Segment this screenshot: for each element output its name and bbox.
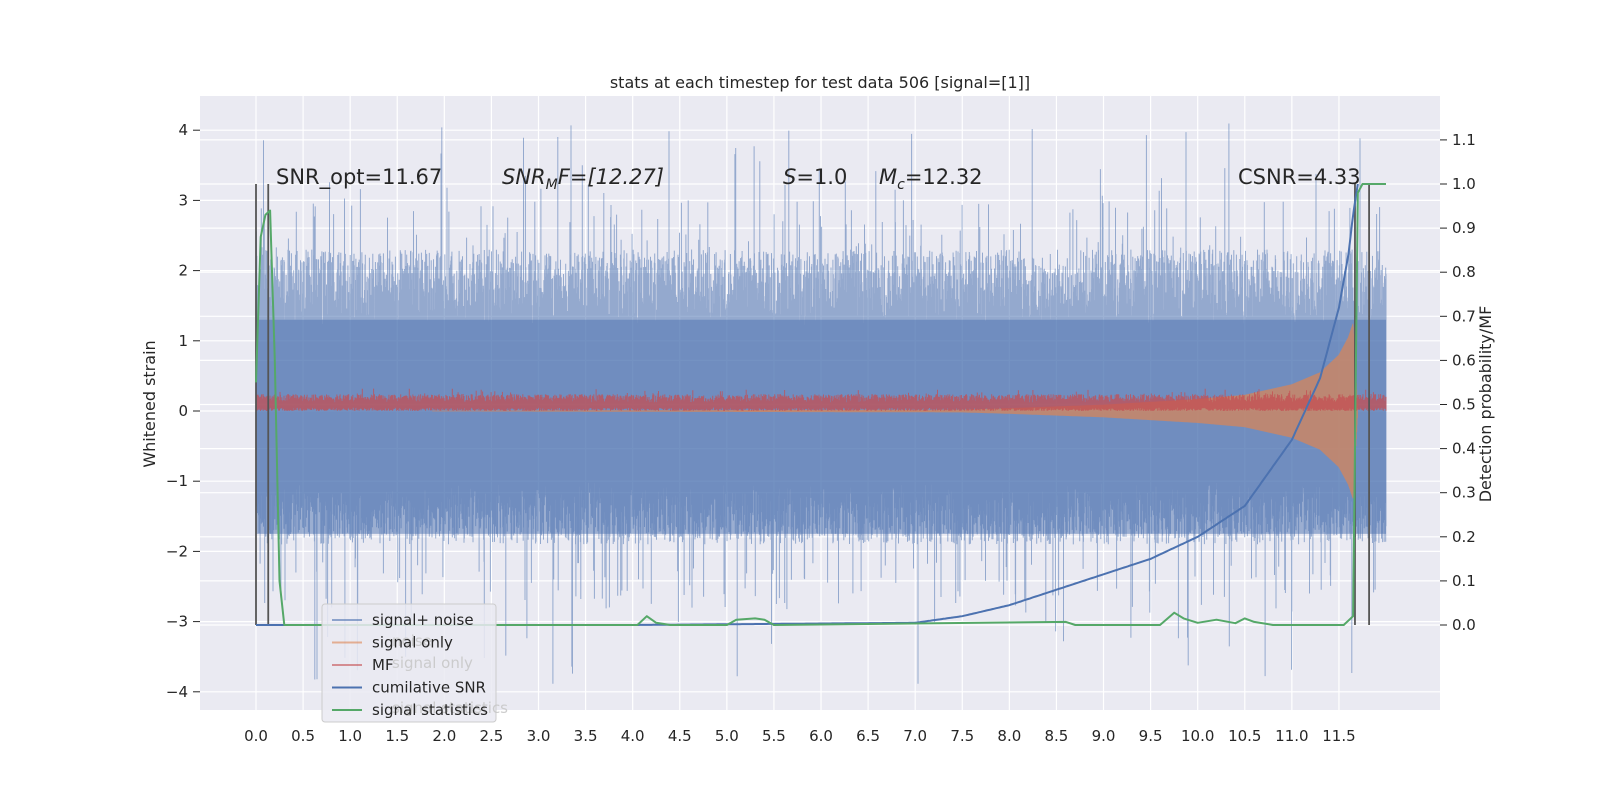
- y-tick-label: −2: [166, 542, 188, 560]
- mc-sub: c: [897, 177, 905, 193]
- y-right-tick-label: 0.1: [1452, 572, 1476, 590]
- annotation-mc: Mc=12.32: [879, 165, 983, 193]
- s-value: =1.0: [796, 165, 847, 189]
- legend-ghost-label: signal only: [392, 654, 473, 672]
- x-tick-label: 5.0: [715, 727, 739, 745]
- y-right-tick-label: 0.7: [1452, 307, 1476, 325]
- y-right-tick-label: 0.2: [1452, 528, 1476, 546]
- s-label: S: [783, 165, 796, 189]
- y-axis-right-ticks: 0.0 0.1 0.2 0.3 0.4 0.5 0.6 0.7 0.8 0.9 1.0 1.1: [1440, 131, 1476, 634]
- x-tick-label: 1.0: [338, 727, 362, 745]
- x-tick-label: 9.5: [1139, 727, 1163, 745]
- snr-mf-sub: M: [546, 177, 558, 193]
- x-tick-label: 4.5: [668, 727, 692, 745]
- x-tick-label: 8.5: [1045, 727, 1069, 745]
- y-tick-label: 1: [178, 332, 188, 350]
- series-layer: [255, 123, 1387, 684]
- x-tick-label: 6.0: [809, 727, 833, 745]
- legend-ghost-entries: noise signal only signal statistics: [392, 632, 508, 717]
- y-axis-ticks: −4 −3 −2 −1 0 1 2 3 4: [166, 121, 200, 701]
- legend-ghost-label: signal statistics: [392, 699, 508, 717]
- x-tick-label: 1.5: [385, 727, 409, 745]
- x-tick-label: 9.0: [1092, 727, 1116, 745]
- y-tick-label: 2: [178, 262, 188, 280]
- series-signal-statistics: [255, 183, 1386, 626]
- mc-label: M: [879, 165, 897, 189]
- y-axis-label: Whitened strain: [140, 340, 159, 467]
- x-tick-label: 3.0: [527, 727, 551, 745]
- x-tick-label: 2.0: [432, 727, 456, 745]
- y-right-tick-label: 1.0: [1452, 175, 1476, 193]
- x-tick-label: 0.5: [291, 727, 315, 745]
- x-tick-label: 2.5: [479, 727, 503, 745]
- y-tick-label: 3: [178, 191, 188, 209]
- legend-label: signal only: [372, 634, 453, 652]
- x-tick-label: 7.5: [950, 727, 974, 745]
- legend-box: [321, 603, 497, 723]
- snr-mf-label: SNR: [502, 165, 546, 189]
- annotation-s: S=1.0: [783, 165, 847, 189]
- x-tick-label: 10.5: [1228, 727, 1261, 745]
- x-tick-label: 11.5: [1322, 727, 1355, 745]
- y-tick-label: 4: [178, 121, 188, 139]
- legend-ghost-label: noise: [392, 632, 432, 650]
- mc-value: =12.32: [905, 165, 983, 189]
- y-tick-label: 0: [178, 402, 188, 420]
- y-right-tick-label: 0.6: [1452, 351, 1476, 369]
- legend-label: signal+ noise: [372, 611, 474, 629]
- annotations: SNR_opt=11.67 SNRMF=[12.27] S=1.0 Mc=12.…: [276, 165, 1361, 193]
- x-tick-label: 8.0: [997, 727, 1021, 745]
- y-tick-label: −3: [166, 613, 188, 631]
- x-tick-label: 5.5: [762, 727, 786, 745]
- x-tick-label: 4.0: [621, 727, 645, 745]
- legend-label: signal statistics: [372, 701, 488, 719]
- x-axis-ticks: 0.0 0.5 1.0 1.5 2.0 2.5 3.0 3.5 4.0 4.5 5.0 5.5 6.0 6…: [244, 727, 1356, 745]
- annotation-csnr: CSNR=4.33: [1238, 165, 1361, 189]
- y-right-tick-label: 0.9: [1452, 219, 1476, 237]
- annotation-snr-opt: SNR_opt=11.67: [276, 165, 442, 190]
- y-tick-label: −4: [166, 683, 188, 701]
- y-right-tick-label: 1.1: [1452, 131, 1476, 149]
- annotation-snr-mf: SNRMF=[12.27]: [502, 165, 664, 193]
- x-tick-label: 3.5: [574, 727, 598, 745]
- y-right-tick-label: 0.8: [1452, 263, 1476, 281]
- series-signal-only: [432, 323, 1358, 499]
- snr-mf-value: F=[12.27]: [558, 165, 664, 189]
- y-right-tick-label: 0.5: [1452, 396, 1476, 414]
- y-axis-right-label: Detection probability/MF: [1476, 306, 1495, 503]
- y-right-tick-label: 0.4: [1452, 440, 1476, 458]
- x-tick-label: 10.0: [1181, 727, 1214, 745]
- x-tick-label: 6.5: [856, 727, 880, 745]
- legend-label: MF: [372, 656, 394, 674]
- legend-label: cumilative SNR: [372, 679, 486, 697]
- y-right-tick-label: 0.3: [1452, 484, 1476, 502]
- chart-title: stats at each timestep for test data 506…: [610, 73, 1030, 92]
- y-tick-label: −1: [166, 472, 188, 490]
- y-right-tick-label: 0.0: [1452, 616, 1476, 634]
- x-tick-label: 7.0: [903, 727, 927, 745]
- x-tick-label: 11.0: [1275, 727, 1308, 745]
- x-tick-label: 0.0: [244, 727, 268, 745]
